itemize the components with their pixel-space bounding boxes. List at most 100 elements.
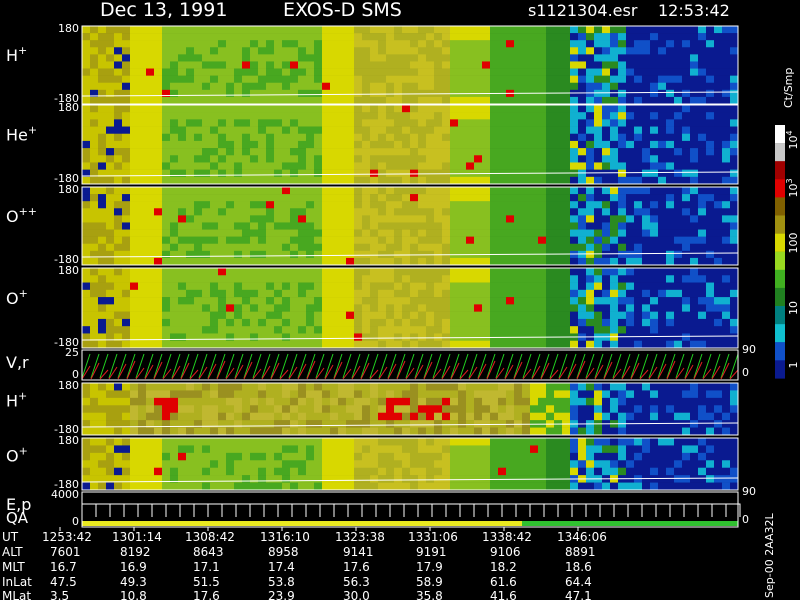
spectrogram-cell: [442, 162, 450, 170]
spectrogram-cell: [234, 333, 242, 342]
spectrogram-cell: [570, 40, 578, 48]
spectrogram-cell: [274, 40, 282, 48]
spectrogram-cell: [490, 155, 498, 163]
spectrogram-cell: [402, 289, 410, 298]
spectrogram-cell: [298, 340, 306, 349]
spectrogram-cell: [386, 82, 394, 91]
spectrogram-cell: [506, 452, 514, 461]
spectrogram-cell: [82, 126, 90, 135]
spectrogram-cell: [90, 47, 98, 55]
spectrogram-cell: [642, 61, 650, 69]
spectrogram-cell: [162, 412, 170, 421]
spectrogram-cell: [130, 169, 138, 178]
spectrogram-cell: [186, 311, 194, 320]
spectrogram-cell: [650, 54, 658, 62]
spectrogram-cell: [306, 333, 314, 342]
spectrogram-cell: [330, 445, 338, 454]
spectrogram-cell: [642, 236, 650, 245]
spectrogram-cell: [194, 229, 202, 237]
spectrogram-cell: [498, 54, 506, 62]
spectrogram-cell: [138, 119, 146, 127]
spectrogram-cell: [706, 112, 714, 120]
spectrogram-cell: [106, 208, 114, 216]
spectrogram-cell: [306, 119, 314, 127]
spectrogram-cell: [298, 445, 306, 454]
spectrogram-cell: [618, 438, 626, 446]
spectrogram-cell: [306, 397, 314, 406]
spectrogram-cell: [354, 289, 362, 298]
panel-label: E,p: [6, 495, 31, 514]
spectrogram-cell: [386, 194, 394, 202]
spectrogram-cell: [706, 208, 714, 216]
spectrogram-cell: [434, 405, 442, 414]
spectrogram-cell: [122, 289, 130, 298]
spectrogram-cell: [298, 275, 306, 283]
spectrogram-cell: [170, 397, 178, 406]
spectrogram-cell: [394, 208, 402, 216]
spectrogram-cell: [634, 445, 642, 454]
spectrogram-cell: [562, 304, 570, 312]
spectrogram-cell: [82, 243, 90, 252]
spectrogram-cell: [594, 75, 602, 84]
spectrogram-cell: [98, 318, 106, 327]
spectrogram-cell: [410, 445, 418, 454]
spectrogram-cell: [170, 445, 178, 454]
spectrogram-cell: [418, 438, 426, 446]
spectrogram-cell: [394, 438, 402, 446]
spectrogram-cell: [530, 445, 538, 454]
spectrogram-cell: [122, 112, 130, 120]
spectrogram-cell: [306, 140, 314, 149]
spectrogram-cell: [650, 333, 658, 342]
spectrogram-cell: [242, 282, 250, 291]
spectrogram-cell: [186, 445, 194, 454]
spectrogram-cell: [386, 412, 394, 421]
spectrogram-cell: [322, 445, 330, 454]
spectrogram-cell: [362, 26, 370, 34]
spectrogram-cell: [714, 304, 722, 312]
spectrogram-cell: [378, 133, 386, 142]
spectrogram-cell: [722, 68, 730, 76]
spectrogram-cell: [138, 438, 146, 446]
spectrogram-cell: [578, 438, 586, 446]
spectrogram-cell: [450, 268, 458, 276]
spectrogram-cell: [290, 61, 298, 69]
spectrogram-cell: [490, 105, 498, 113]
spectrogram-cell: [650, 47, 658, 55]
spectrogram-cell: [514, 326, 522, 334]
spectrogram-cell: [242, 412, 250, 421]
spectrogram-cell: [698, 215, 706, 223]
spectrogram-cell: [122, 229, 130, 237]
spectrogram-cell: [410, 148, 418, 156]
spectrogram-cell: [218, 194, 226, 202]
spectrogram-cell: [370, 162, 378, 170]
spectrogram-cell: [330, 89, 338, 98]
spectrogram-cell: [482, 40, 490, 48]
spectrogram-cell: [642, 201, 650, 209]
spectrogram-cell: [354, 112, 362, 120]
spectrogram-cell: [466, 445, 474, 454]
spectrogram-cell: [434, 119, 442, 127]
spectrogram-cell: [682, 475, 690, 483]
spectrogram-cell: [690, 119, 698, 127]
spectrogram-cell: [538, 133, 546, 142]
spectrogram-cell: [698, 250, 706, 259]
y-tick-label: 180: [58, 22, 79, 35]
spectrogram-cell: [562, 133, 570, 142]
spectrogram-cell: [538, 96, 546, 105]
spectrogram-cell: [490, 397, 498, 406]
spectrogram-cell: [482, 155, 490, 163]
spectrogram-cell: [194, 187, 202, 195]
track-line: [81, 171, 739, 177]
spectrogram-cell: [562, 40, 570, 48]
spectrogram-cell: [82, 311, 90, 320]
spectrogram-cell: [530, 460, 538, 469]
spectrogram-cell: [330, 208, 338, 216]
spectrogram-cell: [194, 397, 202, 406]
spectrogram-cell: [250, 229, 258, 237]
spectrogram-cell: [418, 229, 426, 237]
spectrogram-cell: [354, 383, 362, 391]
spectrogram-cell: [618, 140, 626, 149]
spectrogram-cell: [426, 383, 434, 391]
spectrogram-cell: [314, 445, 322, 454]
spectrogram-cell: [690, 438, 698, 446]
